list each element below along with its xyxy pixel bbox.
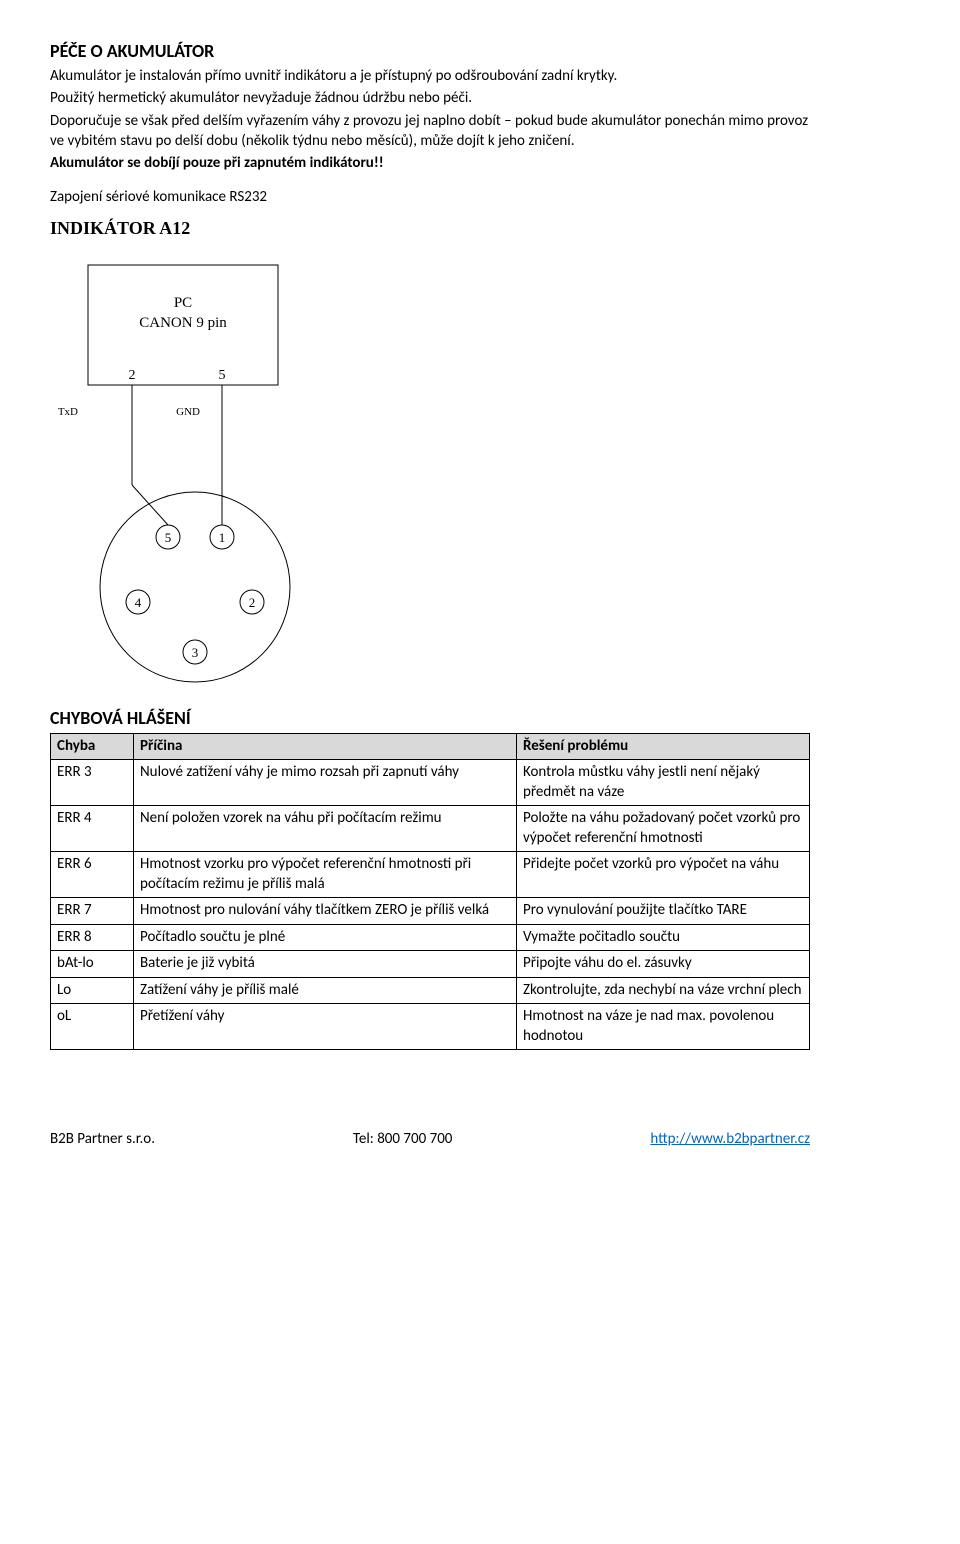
care-p4: Akumulátor se dobíjí pouze při zapnutém … [50,153,810,173]
care-p3: Doporučuje se však před delším vyřazením… [50,111,810,152]
cell-err: ERR 8 [51,924,134,951]
cell-solution: Zkontrolujte, zda nechybí na váze vrchní… [517,977,810,1004]
errors-table: Chyba Příčina Řešení problému ERR 3Nulov… [50,733,810,1051]
cell-err: Lo [51,977,134,1004]
cell-err: ERR 6 [51,852,134,898]
conn-pin-2: 2 [249,595,256,610]
pc-box-line2: CANON 9 pin [139,315,227,331]
table-row: oLPřetížení váhyHmotnost na váze je nad … [51,1004,810,1050]
table-row: ERR 4Není položen vzorek na váhu při poč… [51,806,810,852]
section-heading-care: PÉČE O AKUMULÁTOR [50,40,810,62]
footer-company: B2B Partner s.r.o. [50,1130,155,1148]
table-row: ERR 3Nulové zatížení váhy je mimo rozsah… [51,760,810,806]
table-row: ERR 7Hmotnost pro nulování váhy tlačítke… [51,898,810,925]
pc-pin-2: 2 [129,368,136,383]
label-gnd: GND [176,406,200,418]
wiring-svg: PC CANON 9 pin 2 5 TxD GND 5 1 4 2 3 [50,247,390,687]
cell-solution: Hmotnost na váze je nad max. povolenou h… [517,1004,810,1050]
cell-cause: Počítadlo součtu je plné [134,924,517,951]
wiring-diagram: INDIKÁTOR A12 PC CANON 9 pin 2 5 TxD GND… [50,218,810,687]
cell-err: ERR 7 [51,898,134,925]
pc-box-line1: PC [174,295,192,311]
page-footer: B2B Partner s.r.o. Tel: 800 700 700 http… [50,1130,810,1148]
conn-pin-5: 5 [165,530,172,545]
th-chyba: Chyba [51,733,134,760]
cell-solution: Připojte váhu do el. zásuvky [517,951,810,978]
cell-solution: Vymažte počitadlo součtu [517,924,810,951]
footer-phone: Tel: 800 700 700 [353,1130,453,1148]
pc-pin-5: 5 [219,368,226,383]
cell-solution: Položte na váhu požadovaný počet vzorků … [517,806,810,852]
cell-cause: Není položen vzorek na váhu při počítací… [134,806,517,852]
cell-solution: Přidejte počet vzorků pro výpočet na váh… [517,852,810,898]
conn-pin-1: 1 [219,530,226,545]
care-p1: Akumulátor je instalován přímo uvnitř in… [50,66,810,86]
table-row: LoZatížení váhy je příliš maléZkontroluj… [51,977,810,1004]
care-p2: Použitý hermetický akumulátor nevyžaduje… [50,88,810,108]
cell-err: oL [51,1004,134,1050]
cell-err: bAt-lo [51,951,134,978]
cell-err: ERR 4 [51,806,134,852]
section-heading-errors: CHYBOVÁ HLÁŠENÍ [50,707,810,729]
th-reseni: Řešení problému [517,733,810,760]
cell-cause: Zatížení váhy je příliš malé [134,977,517,1004]
cell-cause: Hmotnost pro nulování váhy tlačítkem ZER… [134,898,517,925]
table-row: bAt-loBaterie je již vybitáPřipojte váhu… [51,951,810,978]
cell-cause: Hmotnost vzorku pro výpočet referenční h… [134,852,517,898]
conn-pin-4: 4 [135,595,142,610]
cell-cause: Přetížení váhy [134,1004,517,1050]
diagram-title: INDIKÁTOR A12 [50,218,810,239]
cell-solution: Kontrola můstku váhy jestli není nějaký … [517,760,810,806]
cell-err: ERR 3 [51,760,134,806]
cell-cause: Baterie je již vybitá [134,951,517,978]
rs232-intro: Zapojení sériové komunikace RS232 [50,187,810,207]
table-row: ERR 8Počítadlo součtu je plnéVymažte poč… [51,924,810,951]
conn-pin-3: 3 [192,645,199,660]
th-pricina: Příčina [134,733,517,760]
table-row: ERR 6Hmotnost vzorku pro výpočet referen… [51,852,810,898]
footer-link[interactable]: http://www.b2bpartner.cz [650,1130,810,1148]
cell-solution: Pro vynulování použijte tlačítko TARE [517,898,810,925]
cell-cause: Nulové zatížení váhy je mimo rozsah při … [134,760,517,806]
label-txd: TxD [58,406,78,418]
